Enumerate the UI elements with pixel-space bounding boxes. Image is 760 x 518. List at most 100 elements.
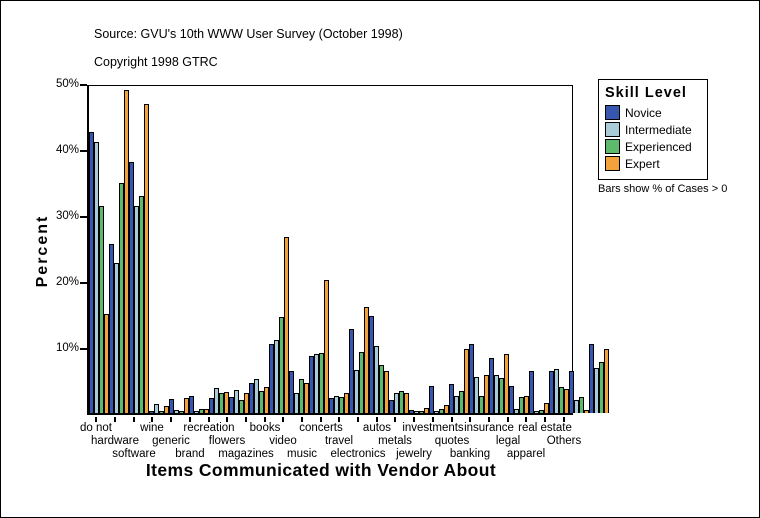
bar-expert: [324, 280, 329, 413]
x-axis-tick: [170, 417, 172, 422]
x-category-label: software: [112, 448, 156, 460]
bar-experienced: [99, 206, 104, 413]
bar-intermediate: [534, 411, 539, 413]
bar-intermediate: [514, 409, 519, 413]
x-axis-tick: [208, 417, 210, 422]
y-tick-label: 50%: [55, 78, 79, 90]
bar-intermediate: [414, 411, 419, 413]
x-category-label: travel: [324, 435, 354, 447]
bar-intermediate: [134, 206, 139, 413]
x-axis-tick: [394, 417, 396, 422]
x-axis-tick: [95, 417, 97, 422]
legend-swatch: [605, 139, 620, 154]
bar-expert: [504, 354, 509, 413]
chart-note: Bars show % of Cases > 0: [598, 183, 728, 195]
bar-experienced: [119, 183, 124, 413]
y-axis-tick: [80, 216, 87, 218]
bar-experienced: [159, 411, 164, 413]
bar-novice: [329, 398, 334, 413]
x-category-label: hardware: [91, 435, 139, 447]
bar-experienced: [559, 387, 564, 413]
bar-intermediate: [574, 400, 579, 413]
x-category-label: apparel: [506, 448, 546, 460]
bar-expert: [584, 410, 589, 413]
bar-experienced: [379, 365, 384, 413]
bar-group-magazines: [249, 86, 269, 413]
bar-intermediate: [474, 377, 479, 413]
bar-novice: [349, 329, 354, 413]
bar-group-investments: [449, 86, 469, 413]
bar-experienced: [319, 353, 324, 413]
bar-expert: [244, 393, 249, 413]
bar-novice: [489, 358, 494, 413]
plot-area: [87, 85, 609, 415]
bar-novice: [89, 132, 94, 413]
bar-expert: [464, 349, 469, 413]
x-axis-tick: [488, 417, 490, 422]
x-axis-tick: [451, 417, 453, 422]
y-axis-tick: [80, 348, 87, 350]
bar-group-autos: [389, 86, 409, 413]
bar-novice: [249, 383, 254, 413]
x-category-label: jewelry: [396, 448, 432, 460]
bar-group-legal: [529, 86, 549, 413]
bar-novice: [189, 396, 194, 413]
bar-intermediate: [374, 346, 379, 413]
legend-item-novice: Novice: [605, 105, 701, 120]
bar-experienced: [259, 391, 264, 413]
bar-novice: [409, 410, 414, 413]
bar-experienced: [299, 379, 304, 413]
bar-group-brand: [189, 86, 209, 413]
bar-intermediate: [434, 411, 439, 413]
x-category-label: concerts: [299, 422, 343, 434]
x-category-label: insurance: [464, 422, 514, 434]
bar-experienced: [459, 391, 464, 413]
bar-experienced: [539, 410, 544, 413]
bar-expert: [164, 406, 169, 413]
bar-experienced: [479, 396, 484, 413]
bar-experienced: [399, 391, 404, 413]
bar-intermediate: [174, 410, 179, 413]
bar-intermediate: [314, 354, 319, 413]
bar-intermediate: [114, 263, 119, 413]
bar-experienced: [579, 397, 584, 413]
x-category-label: recreation: [183, 422, 235, 434]
bar-experienced: [219, 393, 224, 413]
x-axis-title: Items Communicated with Vendor About: [145, 460, 497, 480]
bar-group-recreation: [209, 86, 229, 413]
bar-novice: [389, 400, 394, 413]
x-axis-tick: [563, 417, 565, 422]
bar-novice: [509, 386, 514, 413]
x-axis-tick: [432, 417, 434, 422]
bar-novice: [569, 371, 574, 413]
bar-novice: [529, 371, 534, 413]
x-category-label: quotes: [434, 435, 470, 447]
x-axis-tick: [469, 417, 471, 422]
bar-intermediate: [94, 142, 99, 413]
legend-box: Skill Level Novice Intermediate Experience…: [598, 79, 708, 180]
bar-experienced: [199, 409, 204, 413]
bar-group-video: [289, 86, 309, 413]
x-category-label: do not: [80, 422, 112, 434]
bar-experienced: [239, 400, 244, 413]
bar-group-banking: [489, 86, 509, 413]
bar-expert: [124, 90, 129, 413]
bar-novice: [149, 411, 154, 413]
bar-intermediate: [554, 369, 559, 413]
bar-novice: [469, 344, 474, 413]
x-axis-tick: [357, 417, 359, 422]
bar-expert: [264, 387, 269, 413]
legend-label: Intermediate: [625, 122, 692, 137]
bar-novice: [309, 356, 314, 413]
y-axis-tick: [80, 282, 87, 284]
bar-expert: [564, 389, 569, 413]
legend-label: Experienced: [625, 139, 692, 154]
copyright-text: Copyright 1998 GTRC: [94, 55, 218, 69]
x-category-label: electronics: [330, 448, 386, 460]
x-category-label: banking: [449, 448, 491, 460]
bar-novice: [589, 344, 594, 413]
x-category-label: flowers: [208, 435, 246, 447]
bar-expert: [184, 398, 189, 413]
bar-groups: [89, 86, 609, 413]
